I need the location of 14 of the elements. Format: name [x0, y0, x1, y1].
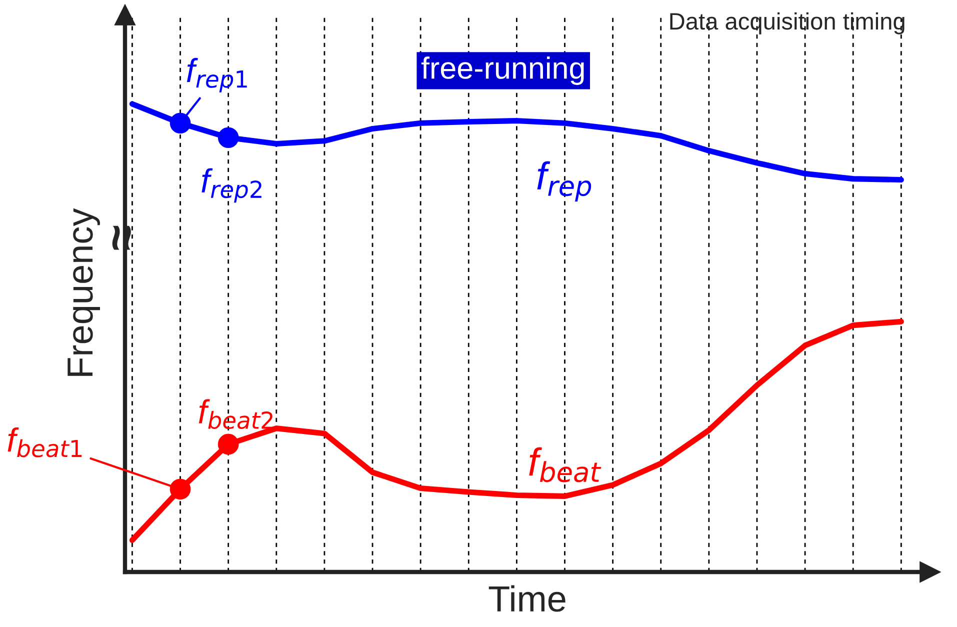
- series-label: f$_{rep2}$: [202, 168, 262, 203]
- y-axis-title: Frequency: [68, 208, 100, 376]
- point: [218, 434, 239, 455]
- text: free-running: [421, 56, 584, 85]
- point: [170, 478, 191, 500]
- series-label: f$_{rep}$: [537, 161, 592, 202]
- series-label: f$_{beat}$: [529, 447, 602, 482]
- series-label: f$_{rep1}$: [186, 58, 247, 92]
- point: [218, 127, 239, 148]
- x-axis-title: Time: [488, 585, 566, 612]
- series-label: f$_{beat2}$: [198, 399, 272, 430]
- text: Data acquisition timing: [670, 12, 904, 34]
- point: [170, 112, 191, 134]
- text: f$_{beat1}$: [8, 427, 82, 458]
